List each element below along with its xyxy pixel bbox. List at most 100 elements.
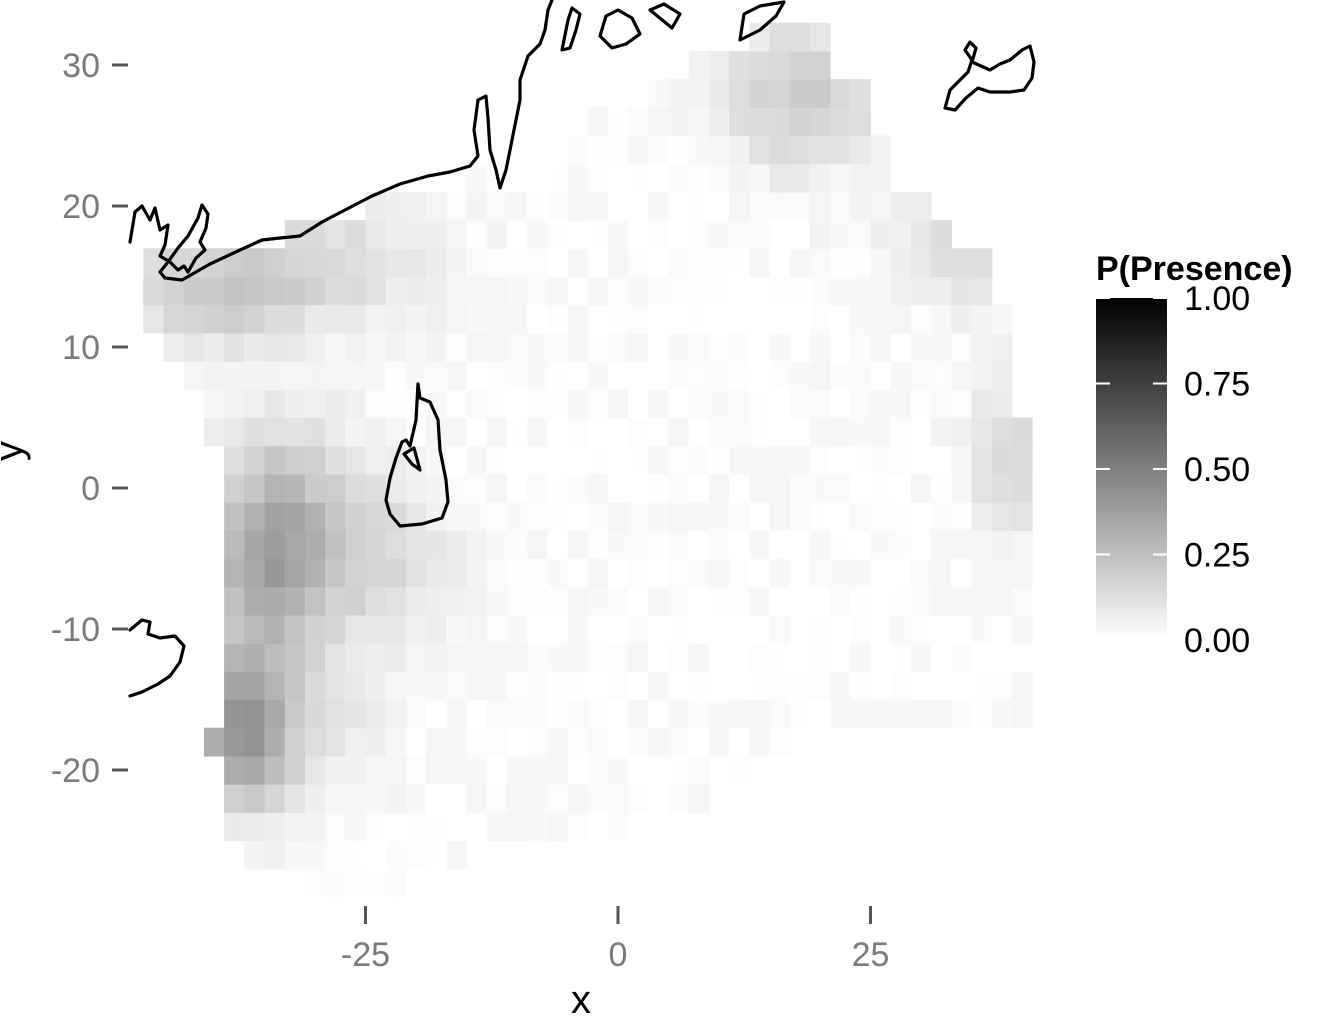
heatmap-cell <box>991 530 1013 560</box>
heatmap-cell <box>345 389 367 419</box>
heatmap-cell <box>769 248 791 278</box>
heatmap-cell <box>668 614 690 644</box>
heatmap-cell <box>325 473 346 503</box>
heatmap-cell <box>729 417 750 447</box>
heatmap-cell <box>304 276 326 306</box>
heatmap-cell <box>951 332 973 362</box>
heatmap-cell <box>729 699 750 729</box>
heatmap-cell <box>284 727 306 757</box>
heatmap-cell <box>426 812 447 842</box>
heatmap-cell <box>890 614 912 644</box>
heatmap-cell <box>527 699 548 729</box>
heatmap-cell <box>729 361 750 390</box>
heatmap-cell <box>284 502 306 531</box>
heatmap-cell <box>527 445 548 475</box>
heatmap-cell <box>1011 502 1033 531</box>
heatmap-cell <box>830 530 851 560</box>
heatmap-cell <box>567 784 589 813</box>
heatmap-cell <box>809 332 831 362</box>
heatmap-cell <box>244 812 266 842</box>
heatmap-cell <box>446 755 468 785</box>
heatmap-cell <box>183 332 205 362</box>
heatmap-cell <box>789 502 811 531</box>
heatmap-cell <box>789 361 811 390</box>
heatmap-cell <box>224 784 245 813</box>
heatmap-cell <box>446 473 468 503</box>
heatmap-cell <box>527 784 548 813</box>
heatmap-cell <box>365 361 387 390</box>
heatmap-cell <box>910 248 932 278</box>
heatmap-cell <box>446 417 468 447</box>
heatmap-cell <box>648 558 670 588</box>
heatmap-cell <box>486 473 508 503</box>
heatmap-cell <box>628 699 649 729</box>
heatmap-cell <box>405 784 427 813</box>
heatmap-cell <box>446 276 468 306</box>
heatmap-cell <box>991 502 1013 531</box>
coastline-north-islands <box>560 0 786 52</box>
heatmap-cell <box>466 248 488 278</box>
heatmap-cell <box>587 727 609 757</box>
heatmap-cell <box>466 389 488 419</box>
heatmap-cell <box>991 332 1013 362</box>
heatmap-cell <box>729 445 750 475</box>
heatmap-cell <box>749 276 771 306</box>
heatmap-cell <box>708 614 730 644</box>
heatmap-cell <box>809 389 831 419</box>
heatmap-cell <box>385 699 407 729</box>
heatmap-cell <box>1011 699 1033 729</box>
heatmap-cell <box>405 755 427 785</box>
heatmap-cell <box>870 671 892 701</box>
heatmap-cell <box>648 276 670 306</box>
heatmap-cell <box>426 643 447 672</box>
heatmap-cell <box>991 417 1013 447</box>
heatmap-cell <box>446 445 468 475</box>
heatmap-cell <box>385 502 407 531</box>
heatmap-cell <box>648 755 670 785</box>
heatmap-cell <box>567 530 589 560</box>
heatmap-cell <box>628 784 649 813</box>
heatmap-cell <box>244 755 266 785</box>
heatmap-cell <box>325 784 346 813</box>
heatmap-cell <box>325 671 346 701</box>
heatmap-cell <box>405 812 427 842</box>
heatmap-cell <box>345 332 367 362</box>
heatmap-cell <box>850 361 872 390</box>
heatmap-cell <box>749 445 771 475</box>
heatmap-cell <box>304 586 326 616</box>
y-tick-label: 30 <box>62 47 100 85</box>
heatmap-cell <box>486 502 508 531</box>
heatmap-cell <box>365 304 387 334</box>
heatmap-cell <box>688 276 710 306</box>
heatmap-cell <box>809 79 831 108</box>
heatmap-cell <box>466 671 488 701</box>
heatmap-cell <box>890 417 912 447</box>
heatmap-cell <box>284 699 306 729</box>
heatmap-cell <box>506 699 528 729</box>
heatmap-cell <box>224 304 245 334</box>
heatmap-cell <box>264 473 286 503</box>
heatmap-cell <box>708 530 730 560</box>
heatmap-cell <box>264 614 286 644</box>
heatmap-cell <box>708 473 730 503</box>
heatmap-cell <box>830 276 851 306</box>
heatmap-cell <box>365 558 387 588</box>
heatmap-cell <box>405 699 427 729</box>
heatmap-cell <box>527 361 548 390</box>
heatmap-cell <box>365 445 387 475</box>
heatmap-cell <box>607 784 629 813</box>
heatmap-cell <box>143 276 165 306</box>
heatmap-cell <box>345 586 367 616</box>
heatmap-cell <box>648 361 670 390</box>
heatmap-cell <box>466 530 488 560</box>
heatmap-cell <box>446 812 468 842</box>
heatmap-cell <box>769 107 791 137</box>
heatmap-cell <box>304 868 326 898</box>
heatmap-cell <box>284 755 306 785</box>
heatmap-cell <box>426 840 447 870</box>
heatmap-cell <box>244 445 266 475</box>
heatmap-cell <box>446 304 468 334</box>
heatmap-cell <box>729 50 750 80</box>
heatmap-cell <box>749 107 771 137</box>
heatmap-cell <box>789 586 811 616</box>
